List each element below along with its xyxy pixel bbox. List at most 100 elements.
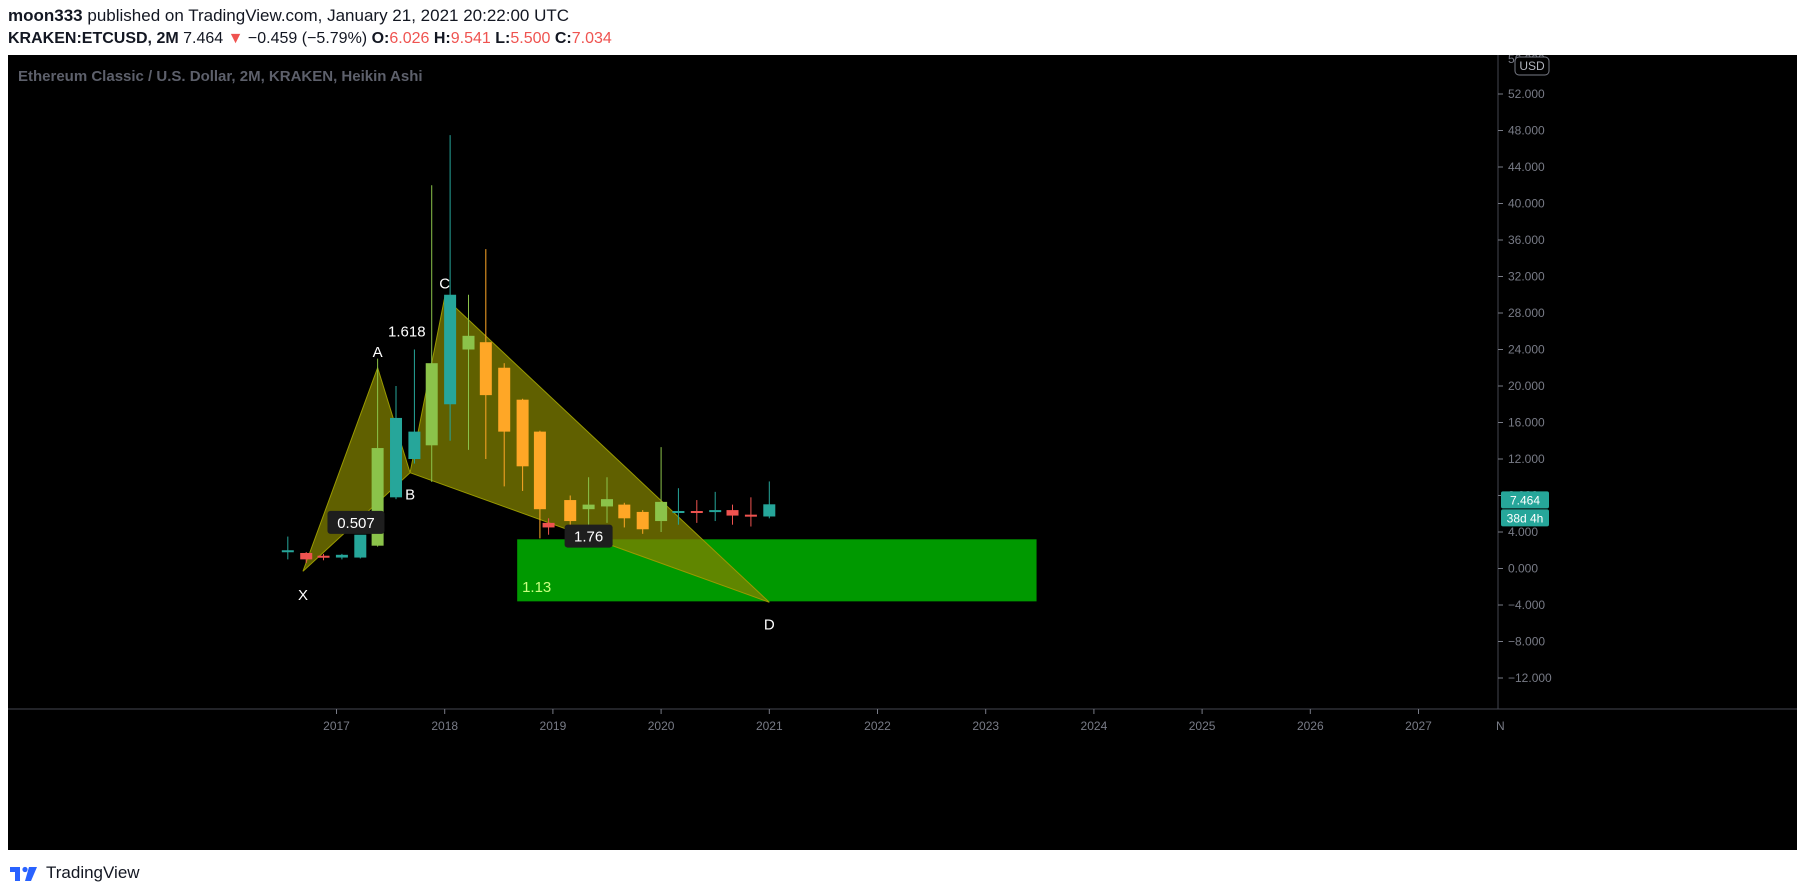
candle [479, 249, 492, 459]
tradingview-logo-icon[interactable] [8, 863, 40, 883]
footer: TradingView [8, 860, 140, 886]
x-tick-label: 2020 [648, 719, 675, 733]
candle [281, 536, 294, 560]
x-tick-label: 2018 [431, 719, 458, 733]
candle-body [498, 367, 511, 432]
last-price-tag [1501, 491, 1549, 509]
candle-body [690, 511, 703, 514]
x-tick-label: 2024 [1081, 719, 1108, 733]
candle-body [726, 510, 739, 516]
candle-body [479, 342, 492, 396]
candle-body [354, 534, 367, 558]
candle [582, 477, 595, 525]
high-label: H: [433, 30, 451, 47]
symbol-label: KRAKEN:ETCUSD, 2M [8, 30, 179, 47]
candle [425, 185, 438, 482]
y-tick-label: 48.000 [1508, 124, 1545, 138]
pattern-point-label: C [439, 275, 450, 292]
candle [462, 294, 475, 450]
y-tick-label: −12.000 [1508, 671, 1552, 685]
high-value: 9.541 [450, 30, 491, 47]
close-value: 7.034 [571, 30, 612, 47]
x-tick-label: 2017 [323, 719, 350, 733]
candle [533, 430, 546, 539]
currency-badge[interactable] [1514, 56, 1550, 76]
ratio-label: 0.507 [337, 515, 375, 532]
candle [763, 481, 776, 519]
candle-body [582, 504, 595, 510]
y-tick-label: 28.000 [1508, 306, 1545, 320]
last-price: 7.464 [183, 30, 224, 47]
candle-body [335, 554, 348, 558]
y-tick-label: 36.000 [1508, 233, 1545, 247]
candle-body [300, 552, 313, 560]
candle [317, 553, 330, 561]
y-tick-label: 32.000 [1508, 270, 1545, 284]
candle [690, 500, 703, 523]
x-tick-label: 2022 [864, 719, 891, 733]
candle-body [636, 511, 649, 530]
candle-body [709, 510, 722, 513]
ratio-label-box [327, 510, 385, 534]
chart-background [8, 55, 1797, 850]
x-tick-label-cut: N [1496, 719, 1505, 733]
x-tick-label: 2019 [540, 719, 567, 733]
candle-body [281, 550, 294, 553]
candle [726, 504, 739, 525]
target-zone[interactable] [517, 539, 1037, 602]
y-tick-label: 12.000 [1508, 452, 1545, 466]
candle-body [655, 501, 668, 522]
publish-info: published on TradingView.com, January 21… [87, 6, 570, 25]
ohlc-line: KRAKEN:ETCUSD, 2M 7.464 ▼ −0.459 (−5.79%… [8, 28, 1788, 50]
candle [709, 491, 722, 522]
ratio-label-box [564, 524, 613, 548]
y-tick-label: 44.000 [1508, 160, 1545, 174]
candle-body [462, 335, 475, 350]
price-change: −0.459 (−5.79%) [247, 30, 368, 47]
x-tick-label: 2023 [972, 719, 999, 733]
candle [498, 363, 511, 487]
candle-body [744, 514, 757, 517]
currency-badge-label: USD [1519, 59, 1545, 73]
x-tick-label: 2025 [1189, 719, 1216, 733]
candle [744, 497, 757, 527]
candle [672, 488, 685, 525]
candle-body [390, 417, 403, 498]
y-tick-label: 24.000 [1508, 343, 1545, 357]
x-tick-label: 2021 [756, 719, 783, 733]
y-tick-label: 0.000 [1508, 562, 1538, 576]
y-tick-label: 16.000 [1508, 416, 1545, 430]
candle-body [618, 504, 631, 519]
y-tick-label: 4.000 [1508, 525, 1538, 539]
last-price-tag-label: 7.464 [1510, 493, 1540, 507]
candle [636, 510, 649, 534]
pattern-point-label: B [405, 487, 415, 504]
candle [335, 553, 348, 560]
candle [618, 502, 631, 528]
candle [601, 477, 613, 523]
x-tick-label: 2027 [1405, 719, 1432, 733]
y-tick-label: 40.000 [1508, 197, 1545, 211]
candle-body [763, 504, 776, 517]
ratio-label: 1.618 [388, 323, 426, 340]
pattern-point-label: A [373, 344, 383, 361]
pattern-point-label: D [764, 616, 775, 633]
candle-body [444, 294, 457, 405]
author-name[interactable]: moon333 [8, 6, 83, 25]
price-chart[interactable]: X A B C D 0.507 1.618 1.76 1.13 52.000 48.000 44.0… [8, 55, 1797, 850]
y-tick-label: −8.000 [1508, 635, 1545, 649]
open-label: O: [371, 30, 390, 47]
ratio-label: 1.76 [574, 529, 603, 546]
candle-body [601, 499, 613, 507]
candle-body [408, 431, 421, 459]
candle [542, 518, 555, 535]
candle [655, 447, 668, 532]
y-tick-label: 52.000 [1508, 87, 1545, 101]
tradingview-brand[interactable]: TradingView [46, 863, 140, 882]
candle-body [317, 555, 330, 558]
candle-body [533, 431, 546, 510]
pattern-point-label: X [298, 587, 308, 604]
countdown-tag-label: 38d 4h [1507, 511, 1544, 525]
candle [300, 552, 313, 564]
candle-body [542, 522, 555, 528]
